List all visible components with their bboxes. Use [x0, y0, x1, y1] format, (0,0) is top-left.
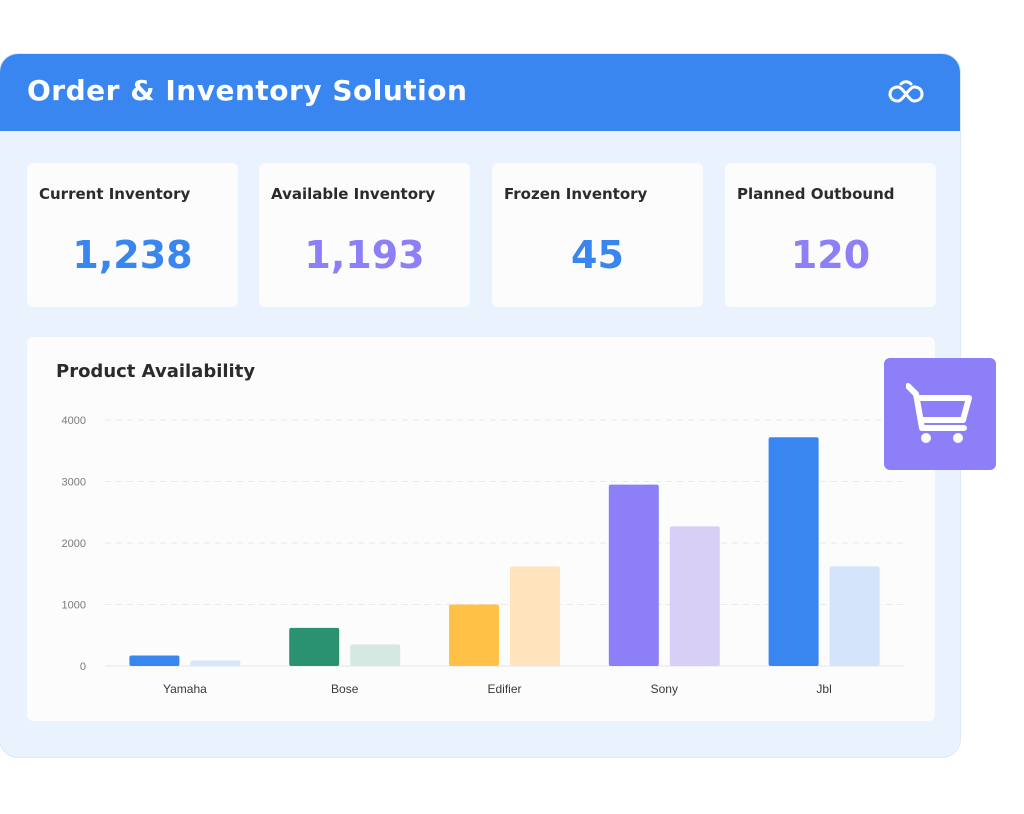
- bar-bose-series-1: [289, 627, 340, 666]
- shopping-cart-icon: [906, 383, 972, 443]
- bar-jbl-series-1: [768, 437, 819, 666]
- stat-value: 1,238: [72, 233, 193, 277]
- app-title: Order & Inventory Solution: [27, 74, 468, 107]
- bar-sony-series-1: [608, 484, 659, 666]
- stat-label: Planned Outbound: [737, 185, 895, 203]
- y-tick-label: 1000: [62, 600, 86, 612]
- x-tick-label: Jbl: [816, 682, 831, 696]
- stat-label: Frozen Inventory: [504, 185, 648, 203]
- dashboard-window: Order & Inventory Solution Current Inven…: [0, 54, 960, 757]
- stat-current-inventory[interactable]: Current Inventory 1,238: [27, 163, 238, 307]
- bar-jbl-series-2: [829, 566, 880, 666]
- cart-button[interactable]: [884, 358, 996, 470]
- link-infinity-icon[interactable]: [888, 80, 924, 106]
- stat-frozen-inventory[interactable]: Frozen Inventory 45: [492, 163, 703, 307]
- bar-yamaha-series-1: [129, 655, 180, 666]
- y-tick-label: 0: [80, 661, 86, 673]
- y-tick-label: 3000: [62, 477, 86, 489]
- chart-title: Product Availability: [56, 361, 256, 382]
- bar-edifier-series-2: [510, 566, 560, 666]
- product-availability-chart: 0 1000 2000 3000 4000 Yamaha Bose Edifier Sony Jb…: [62, 415, 904, 696]
- bar-yamaha-series-2: [190, 660, 241, 666]
- stat-value: 1,193: [304, 233, 425, 277]
- header-bar: Order & Inventory Solution: [0, 54, 960, 131]
- stat-label: Available Inventory: [271, 185, 436, 203]
- bar-edifier-series-1: [449, 604, 499, 666]
- stat-available-inventory[interactable]: Available Inventory 1,193: [259, 163, 470, 307]
- product-availability-card: 0 1000 2000 3000 4000 Yamaha Bose Edifier Sony Jb…: [27, 337, 935, 721]
- x-tick-label: Sony: [651, 682, 678, 696]
- x-tick-label: Yamaha: [163, 682, 207, 696]
- stat-planned-outbound[interactable]: Planned Outbound 120: [725, 163, 936, 307]
- stat-value: 45: [571, 233, 624, 277]
- bar-bose-series-2: [350, 644, 401, 666]
- x-tick-label: Edifier: [487, 682, 521, 696]
- bar-sony-series-2: [669, 526, 720, 666]
- stat-value: 120: [790, 233, 871, 277]
- x-tick-label: Bose: [331, 682, 359, 696]
- y-tick-label: 4000: [62, 415, 86, 427]
- y-tick-label: 2000: [62, 538, 86, 550]
- stat-label: Current Inventory: [39, 185, 191, 203]
